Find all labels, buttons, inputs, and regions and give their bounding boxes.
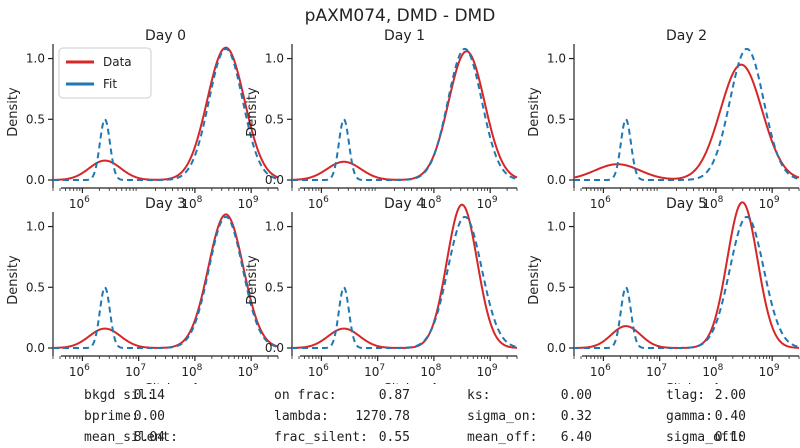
x-tick-label: 106 [590, 363, 611, 379]
y-tick-label: 0.0 [265, 173, 284, 187]
y-tick-label: 0.5 [26, 280, 45, 294]
panel-title: Day 1 [384, 28, 425, 44]
param-value: 0.40 [676, 409, 746, 424]
y-tick-label: 1.0 [26, 52, 45, 66]
y-axis-label: Density [527, 255, 542, 305]
x-tick-label: 108 [702, 363, 723, 379]
series-fit-line [292, 49, 517, 180]
param-value: 0.32 [522, 409, 592, 424]
legend: Data Fit [59, 48, 151, 98]
x-tick-label: 108 [420, 363, 441, 379]
param-label: on frac: [274, 388, 337, 403]
y-tick-label: 0.5 [547, 112, 566, 126]
panel-title: Day 3 [145, 196, 186, 212]
param-value: 2.00 [676, 388, 746, 403]
series-fit-line [574, 217, 799, 348]
series-data-line [574, 65, 799, 179]
x-tick-label: 109 [477, 363, 498, 379]
x-tick-label: 109 [238, 363, 259, 379]
param-value: 0.00 [95, 409, 165, 424]
y-tick-label: 0.0 [265, 341, 284, 355]
x-tick-label: 109 [759, 195, 780, 211]
panel-title: Day 5 [666, 196, 707, 212]
y-axis-label: Density [245, 255, 260, 305]
panel-day-5: Day 50.00.51.0Density106107108109mCitrin… [527, 196, 799, 384]
param-value: 0.87 [340, 388, 410, 403]
param-value: 0.14 [95, 388, 165, 403]
series-fit-line [292, 217, 517, 348]
panel-day-3: Day 30.00.51.0Density106107108109mCitrin… [6, 196, 278, 384]
series-data-line [292, 51, 517, 180]
series-fit-line [574, 49, 799, 180]
y-axis-label: Density [6, 87, 21, 137]
y-tick-label: 0.0 [547, 341, 566, 355]
figure-title: pAXM074, DMD - DMD [305, 6, 496, 26]
x-tick-label: 106 [308, 363, 329, 379]
param-value: 0.55 [340, 430, 410, 445]
legend-label-fit: Fit [103, 77, 117, 91]
y-tick-label: 0.5 [265, 280, 284, 294]
y-tick-label: 1.0 [265, 52, 284, 66]
x-tick-label: 106 [69, 363, 90, 379]
x-tick-label: 107 [646, 363, 667, 379]
x-tick-label: 106 [308, 195, 329, 211]
y-axis-label: Density [527, 87, 542, 137]
x-tick-label: 109 [238, 195, 259, 211]
x-tick-label: 107 [364, 363, 385, 379]
y-tick-label: 0.0 [26, 341, 45, 355]
panel-title: Day 0 [145, 28, 186, 44]
legend-label-data: Data [103, 55, 132, 69]
y-tick-label: 1.0 [265, 220, 284, 234]
x-tick-label: 106 [69, 195, 90, 211]
x-tick-label: 107 [125, 363, 146, 379]
param-value: 8.04 [95, 430, 165, 445]
y-tick-label: 1.0 [26, 220, 45, 234]
param-value: 1270.78 [340, 409, 410, 424]
y-tick-label: 0.5 [265, 112, 284, 126]
parameter-table: bkgd sil: 0.14 on frac: 0.87 ks: 0.00 tlag: 2.0… [0, 384, 800, 448]
param-label: lambda: [274, 409, 329, 424]
y-tick-label: 1.0 [547, 220, 566, 234]
x-tick-label: 109 [477, 195, 498, 211]
panels: Day 0 0.0 0.5 1.0 Density 106 108 109 Data Fit Day… [6, 28, 799, 384]
x-tick-label: 109 [759, 363, 780, 379]
y-tick-label: 0.5 [26, 112, 45, 126]
y-tick-label: 0.5 [547, 280, 566, 294]
param-value: 0.00 [522, 388, 592, 403]
y-axis-label: Density [245, 87, 260, 137]
x-tick-label: 106 [590, 195, 611, 211]
y-tick-label: 0.0 [547, 173, 566, 187]
y-tick-label: 0.0 [26, 173, 45, 187]
param-label: ks: [467, 388, 490, 403]
y-axis-label: Density [6, 255, 21, 305]
panel-title: Day 4 [384, 196, 425, 212]
x-tick-label: 108 [181, 363, 202, 379]
panel-day-4: Day 40.00.51.0Density106107108109mCitrin… [245, 196, 517, 384]
y-tick-label: 1.0 [547, 52, 566, 66]
param-value: 6.40 [522, 430, 592, 445]
panel-title: Day 2 [666, 28, 707, 44]
figure: pAXM074, DMD - DMD Day 0 0.0 0.5 1.0 Density… [0, 0, 800, 384]
param-value: 0.10 [676, 430, 746, 445]
